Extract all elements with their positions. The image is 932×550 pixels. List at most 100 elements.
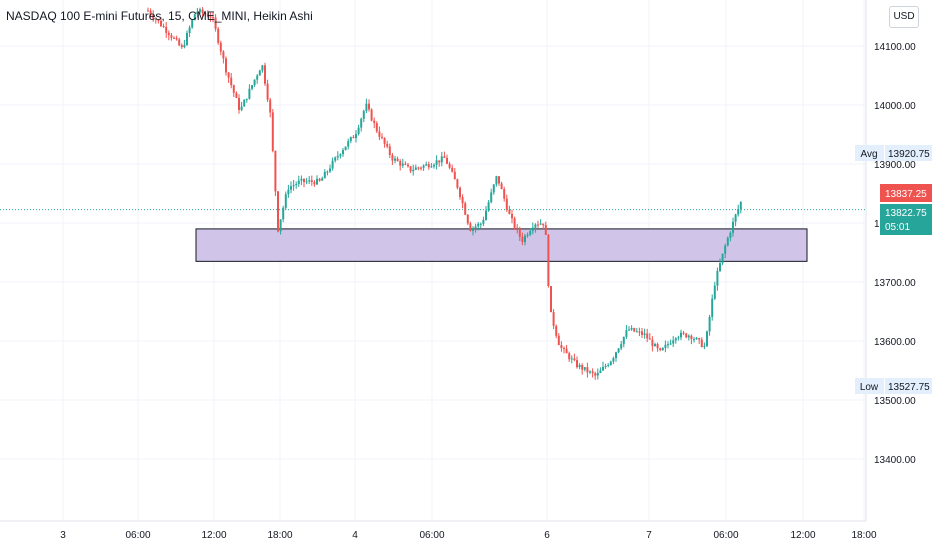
candle-body[interactable]	[557, 335, 560, 346]
candle-body[interactable]	[225, 58, 227, 73]
candle-body[interactable]	[318, 178, 321, 181]
candle-body[interactable]	[466, 214, 469, 224]
candle-body[interactable]	[193, 14, 196, 21]
candle-body[interactable]	[349, 137, 352, 142]
candle-body[interactable]	[669, 343, 672, 345]
candle-body[interactable]	[602, 366, 604, 371]
candle-body[interactable]	[433, 164, 435, 167]
candle-body[interactable]	[620, 344, 623, 349]
candle-body[interactable]	[165, 26, 168, 33]
candle-body[interactable]	[459, 187, 461, 198]
candle-body[interactable]	[407, 164, 409, 167]
candle-body[interactable]	[178, 39, 181, 46]
candle-body[interactable]	[266, 83, 269, 100]
candle-body[interactable]	[430, 166, 433, 168]
candle-body[interactable]	[264, 65, 266, 84]
candle-body[interactable]	[274, 150, 277, 192]
candle-body[interactable]	[160, 20, 162, 27]
candle-body[interactable]	[682, 332, 685, 334]
candle-body[interactable]	[357, 127, 360, 135]
candle-body[interactable]	[680, 332, 682, 338]
candle-body[interactable]	[646, 333, 649, 339]
price-axis[interactable]	[867, 0, 932, 550]
candle-body[interactable]	[667, 344, 669, 346]
candle-body[interactable]	[464, 203, 467, 215]
candle-body[interactable]	[435, 160, 438, 165]
candle-body[interactable]	[672, 340, 675, 344]
candle-body[interactable]	[331, 160, 334, 169]
candle-body[interactable]	[581, 364, 584, 370]
candle-body[interactable]	[615, 352, 617, 359]
candle-body[interactable]	[474, 226, 477, 228]
candle-body[interactable]	[542, 223, 545, 226]
candle-body[interactable]	[206, 14, 209, 17]
candle-body[interactable]	[674, 338, 677, 341]
candle-body[interactable]	[303, 178, 305, 183]
candle-body[interactable]	[175, 38, 178, 40]
candle-body[interactable]	[591, 371, 594, 374]
candle-body[interactable]	[453, 171, 456, 180]
candle-body[interactable]	[238, 97, 240, 110]
candle-body[interactable]	[188, 27, 191, 33]
candle-body[interactable]	[479, 223, 482, 225]
candle-body[interactable]	[412, 169, 415, 172]
candle-body[interactable]	[648, 338, 651, 340]
candle-body[interactable]	[378, 131, 381, 137]
candle-body[interactable]	[713, 285, 716, 299]
candle-body[interactable]	[708, 316, 711, 332]
candle-body[interactable]	[391, 155, 394, 161]
candle-body[interactable]	[256, 75, 259, 80]
currency-button[interactable]: USD	[889, 6, 919, 28]
candle-body[interactable]	[180, 45, 183, 48]
candle-body[interactable]	[537, 224, 539, 226]
candle-body[interactable]	[362, 110, 365, 119]
candle-body[interactable]	[409, 166, 412, 172]
candle-body[interactable]	[482, 220, 485, 224]
candle-body[interactable]	[261, 65, 264, 71]
candle-body[interactable]	[427, 164, 430, 168]
candle-body[interactable]	[271, 112, 274, 151]
candle-body[interactable]	[147, 10, 149, 12]
candle-body[interactable]	[544, 225, 547, 235]
candle-body[interactable]	[214, 17, 217, 29]
candle-body[interactable]	[297, 180, 300, 185]
candle-body[interactable]	[230, 77, 233, 86]
candle-body[interactable]	[240, 106, 243, 110]
candle-body[interactable]	[253, 79, 256, 86]
candle-body[interactable]	[599, 370, 602, 373]
candle-body[interactable]	[604, 365, 607, 367]
candle-body[interactable]	[316, 178, 318, 185]
candle-body[interactable]	[477, 223, 480, 227]
candle-body[interactable]	[342, 150, 344, 155]
candle-body[interactable]	[227, 72, 230, 78]
candle-body[interactable]	[524, 235, 526, 243]
chart-title[interactable]: NASDAQ 100 E-mini Futures, 15, CME_MINI,…	[6, 9, 313, 23]
candle-body[interactable]	[469, 223, 472, 231]
candle-body[interactable]	[321, 178, 324, 181]
candle-body[interactable]	[586, 367, 589, 373]
candle-body[interactable]	[622, 336, 625, 345]
candle-body[interactable]	[661, 347, 664, 351]
candle-body[interactable]	[310, 180, 313, 183]
candle-body[interactable]	[617, 348, 620, 353]
candle-body[interactable]	[690, 335, 693, 340]
candle-body[interactable]	[513, 218, 516, 228]
candle-body[interactable]	[336, 155, 339, 158]
candle-body[interactable]	[440, 156, 443, 163]
candle-body[interactable]	[560, 345, 563, 349]
candle-body[interactable]	[659, 348, 662, 351]
candle-body[interactable]	[737, 208, 740, 215]
candle-body[interactable]	[287, 189, 290, 195]
candle-body[interactable]	[505, 198, 508, 210]
candle-body[interactable]	[217, 28, 220, 43]
candle-body[interactable]	[500, 183, 503, 190]
candle-body[interactable]	[386, 143, 389, 147]
candle-body[interactable]	[651, 339, 654, 347]
candle-body[interactable]	[355, 134, 357, 139]
candle-body[interactable]	[485, 210, 487, 221]
candle-body[interactable]	[563, 348, 565, 350]
candle-body[interactable]	[547, 234, 550, 287]
candle-body[interactable]	[700, 339, 703, 347]
candle-body[interactable]	[183, 44, 186, 48]
